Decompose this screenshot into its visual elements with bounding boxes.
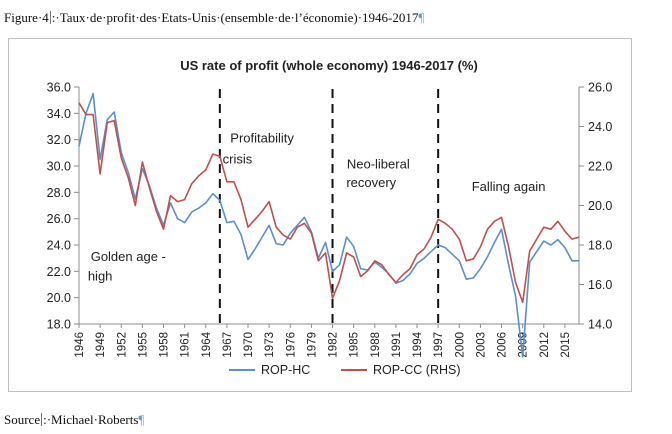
paragraph-mark-icon: ¶ [138,412,145,427]
left-tick-label: 26.0 [47,212,71,226]
x-tick-label: 1946 [74,332,86,358]
source-text: :·Michael·Roberts [43,412,139,427]
x-tick-label: 1994 [412,331,424,357]
right-tick-label: 18.0 [588,239,612,253]
legend-label: ROP-HC [261,363,310,377]
caption-text: :·Taux·de·profit·des·Etats-Unis·(ensembl… [51,10,419,25]
chart-annotation: Falling again [472,179,546,194]
phase-dividers [218,89,440,324]
x-tick-label: 1982 [328,332,340,358]
right-tick-label: 26.0 [588,81,612,95]
x-tick-label: 1952 [116,332,128,358]
x-tick-label: 1970 [243,332,255,358]
left-tick-label: 34.0 [47,107,71,121]
chart-annotation: high [88,269,113,284]
annotations: Profitability crisis Neo-liberal recovery Fa… [88,130,546,283]
text-cursor [49,11,51,24]
source-prefix: Source [4,412,41,427]
left-tick-label: 18.0 [47,318,71,332]
x-tick-label: 1973 [264,332,276,358]
chart-frame: US rate of profit (whole economy) 1946-2… [8,38,632,392]
x-tick-label: 2000 [454,332,466,358]
series-line-rop-hc [78,92,579,358]
right-tick-label: 20.0 [588,199,612,213]
series-lines [78,92,580,358]
chart-annotation: Neo-liberal [347,157,410,172]
x-tick-label: 2015 [560,332,572,358]
line-chart: US rate of profit (whole economy) 1946-2… [47,58,613,377]
left-tick-label: 20.0 [47,291,71,305]
legend: ROP-HC ROP-CC (RHS) [229,363,461,377]
chart-annotation: recovery [346,175,396,190]
caption-prefix: Figure·4 [4,10,49,25]
x-tick-label: 1949 [95,332,107,358]
x-tick-label: 1985 [349,332,361,358]
chart-annotation: Profitability [230,130,294,145]
right-tick-label: 16.0 [588,278,612,292]
axes [74,86,584,328]
right-tick-label: 24.0 [588,120,612,134]
series-line-rop-cc-rhs [78,102,580,304]
x-tick-label: 1979 [306,332,318,358]
figure-caption: Figure·4:·Taux·de·profit·des·Etats-Unis·… [4,10,424,26]
x-tick-label: 1988 [370,332,382,358]
x-tick-label: 1958 [159,332,171,358]
x-tick-label: 1967 [222,332,234,358]
left-tick-label: 22.0 [47,265,71,279]
tick-labels: 18.0 20.0 22.0 24.0 26.0 28.0 30.0 32.0 34.0 36.0… [47,81,613,358]
x-tick-label: 1976 [285,332,297,358]
x-tick-label: 2012 [539,332,551,358]
x-tick-label: 2006 [497,332,509,358]
legend-label: ROP-CC (RHS) [373,363,461,377]
x-tick-label: 1961 [180,332,192,358]
right-tick-label: 14.0 [588,318,612,332]
x-tick-label: 1997 [433,332,445,358]
left-tick-label: 32.0 [47,133,71,147]
x-tick-label: 1955 [137,332,149,358]
chart-annotation: Golden age - [91,249,166,264]
right-tick-label: 22.0 [588,160,612,174]
x-tick-label: 1991 [391,332,403,358]
source-line: Source:·Michael·Roberts¶ [4,412,144,428]
x-tick-label: 2003 [475,332,487,358]
chart-title: US rate of profit (whole economy) 1946-2… [180,58,478,73]
left-tick-label: 36.0 [47,81,71,95]
left-tick-label: 24.0 [47,239,71,253]
text-cursor [41,413,43,426]
left-tick-label: 30.0 [47,160,71,174]
paragraph-mark-icon: ¶ [418,10,425,25]
left-tick-label: 28.0 [47,186,71,200]
chart-annotation: crisis [223,151,253,166]
x-tick-label: 1964 [201,331,213,357]
